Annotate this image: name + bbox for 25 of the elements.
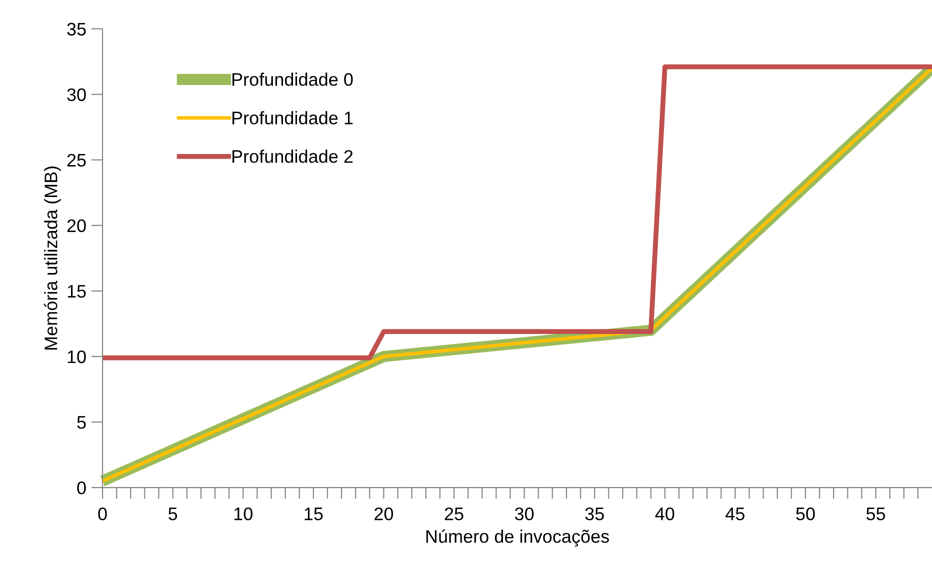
x-tick-label: 15 bbox=[304, 508, 323, 520]
legend-label: Profundidade 2 bbox=[232, 150, 353, 163]
x-tick-label: 45 bbox=[726, 508, 744, 520]
x-tick-label: 25 bbox=[444, 507, 464, 520]
x-tick-label: 0 bbox=[98, 507, 107, 520]
y-tick-label: 15 bbox=[68, 285, 86, 298]
y-tick-label: 5 bbox=[77, 416, 86, 429]
x-tick-label: 20 bbox=[374, 507, 394, 520]
y-tick-label: 10 bbox=[68, 350, 86, 364]
y-axis-title: Memória utilizada (MB) bbox=[44, 166, 61, 350]
y-tick-label: 0 bbox=[77, 482, 86, 494]
x-tick-label: 50 bbox=[796, 507, 815, 520]
x-tick-label: 40 bbox=[655, 507, 674, 520]
x-tick-label: 55 bbox=[866, 508, 886, 520]
y-tick-label: 35 bbox=[67, 22, 86, 36]
y-tick-label: 30 bbox=[67, 88, 86, 102]
y-tick-label: 20 bbox=[67, 219, 86, 232]
x-axis-title: Número de invocações bbox=[426, 529, 609, 547]
x-tick-label: 35 bbox=[585, 507, 604, 520]
x-tick-label: 10 bbox=[234, 507, 252, 520]
legend-label: Profundidade 0 bbox=[232, 72, 353, 86]
x-tick-label: 5 bbox=[168, 508, 178, 520]
legend-label: Profundidade 1 bbox=[232, 111, 353, 124]
x-tick-label: 30 bbox=[514, 507, 534, 520]
y-tick-label: 25 bbox=[67, 154, 86, 167]
